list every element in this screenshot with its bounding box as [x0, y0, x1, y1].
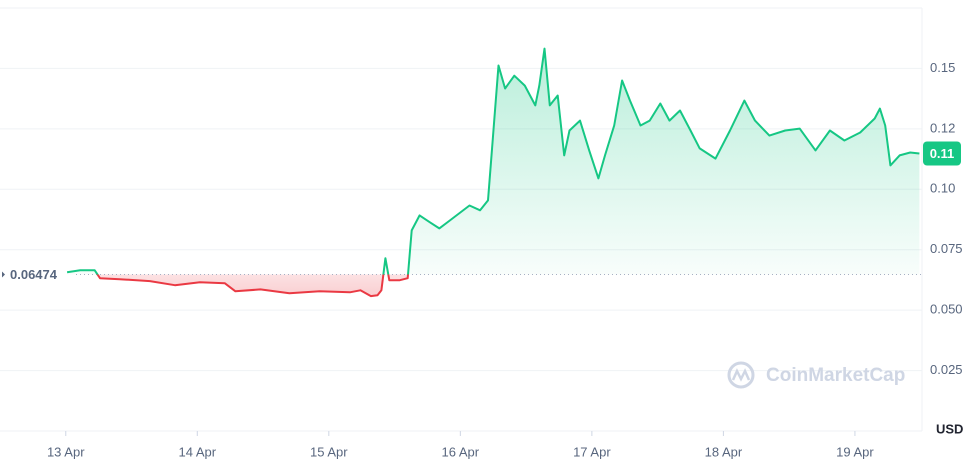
- x-tick-label: 15 Apr: [310, 444, 348, 459]
- x-tick-label: 14 Apr: [178, 444, 216, 459]
- y-tick-label: 0.025: [930, 362, 963, 377]
- current-label: 0.11: [930, 146, 955, 161]
- area: [67, 48, 920, 297]
- x-tick-label: 13 Apr: [47, 444, 85, 459]
- y-axis-label: USD: [936, 421, 963, 436]
- baseline-label: 0.06474: [10, 267, 58, 282]
- y-tick-label: 0.15: [930, 60, 955, 75]
- watermark-logo: [727, 361, 755, 389]
- price-line: [66, 47, 920, 298]
- y-tick-label: 0.050: [930, 302, 963, 317]
- x-tick-label: 19 Apr: [836, 444, 874, 459]
- watermark: CoinMarketCap: [766, 365, 905, 386]
- current-label-bg: [923, 141, 961, 166]
- y-tick-label: 0.12: [930, 120, 955, 135]
- baseline-label-bg: [6, 265, 66, 284]
- baseline-marker: [2, 271, 5, 278]
- x-tick-label: 16 Apr: [442, 444, 480, 459]
- x-tick-label: 18 Apr: [705, 444, 743, 459]
- y-tick-label: 0.10: [930, 181, 955, 196]
- y-tick-label: 0.075: [930, 241, 963, 256]
- x-tick-label: 17 Apr: [573, 444, 611, 459]
